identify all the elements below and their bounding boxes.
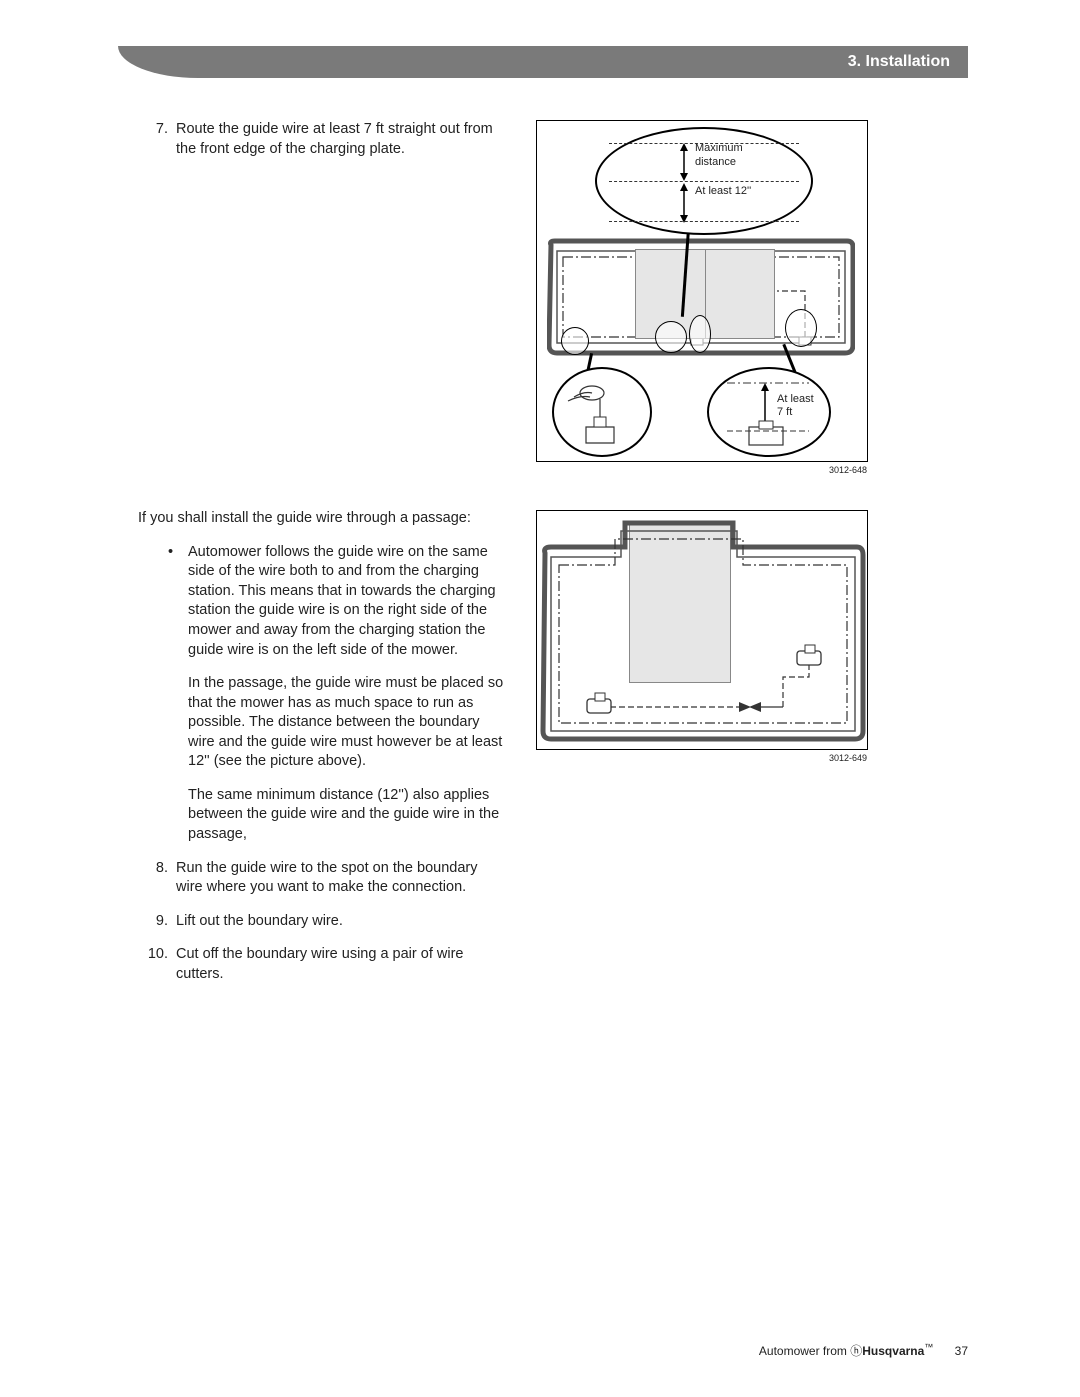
husqvarna-logo-icon: ⓗ: [850, 1344, 862, 1358]
label: 7 ft: [777, 406, 814, 419]
callout-text: Maximum distance At least 12'': [695, 141, 751, 198]
step-number: 9.: [138, 912, 176, 932]
step-number: 10.: [138, 945, 176, 984]
figure-id: 3012-648: [829, 465, 867, 475]
step-text: Run the guide wire to the spot on the bo…: [176, 859, 508, 898]
step-text: Cut off the boundary wire using a pair o…: [176, 945, 508, 984]
callout-text: At least 7 ft: [777, 393, 814, 419]
passage-intro: If you shall install the guide wire thro…: [138, 509, 508, 529]
detail-circle: [689, 315, 711, 353]
bullet-dot: •: [168, 543, 188, 660]
label: Maximum: [695, 141, 751, 155]
label: At least: [777, 393, 814, 406]
step-number: 8.: [138, 859, 176, 898]
text-column: 7. Route the guide wire at least 7 ft st…: [138, 120, 508, 998]
bullet-paragraph: In the passage, the guide wire must be p…: [188, 674, 508, 772]
step-number: 7.: [138, 120, 176, 159]
footer-brand: Husqvarna: [862, 1344, 924, 1358]
bullet-item: • Automower follows the guide wire on th…: [168, 543, 508, 660]
charging-station-icon: [587, 693, 611, 713]
callout-station-detail: [552, 367, 652, 457]
step-9: 9. Lift out the boundary wire.: [138, 912, 508, 932]
header-title: 3. Installation: [848, 53, 950, 71]
step-8: 8. Run the guide wire to the spot on the…: [138, 859, 508, 898]
trademark: ™: [924, 1342, 933, 1352]
figure-1: Maximum distance At least 12'' At least: [536, 120, 868, 462]
step-7: 7. Route the guide wire at least 7 ft st…: [138, 120, 508, 159]
callout-7ft: At least 7 ft: [707, 367, 831, 457]
bullet-paragraph: The same minimum distance (12'') also ap…: [188, 786, 508, 845]
detail-circle: [561, 327, 589, 355]
bullet-text: Automower follows the guide wire on the …: [188, 543, 508, 660]
dimension-arrow-icon: [679, 143, 689, 223]
page-header: 3. Installation: [118, 46, 968, 78]
station-icon: [554, 369, 650, 455]
figure-2: 3012-649: [536, 510, 868, 750]
detail-circle: [785, 309, 817, 347]
page-number: 37: [955, 1344, 968, 1358]
detail-circle: [655, 321, 687, 353]
step-10: 10. Cut off the boundary wire using a pa…: [138, 945, 508, 984]
callout-max-distance: Maximum distance At least 12'': [595, 127, 813, 235]
step-text: Lift out the boundary wire.: [176, 912, 508, 932]
label: At least 12'': [695, 184, 751, 198]
step-text: Route the guide wire at least 7 ft strai…: [176, 120, 508, 159]
passage-diagram: [537, 511, 867, 749]
footer-prefix: Automower from: [759, 1344, 850, 1358]
page-footer: Automower from ⓗHusqvarna™ 37: [759, 1342, 968, 1359]
label: distance: [695, 155, 751, 169]
figure-id: 3012-649: [829, 753, 867, 763]
charging-station-icon: [797, 645, 821, 665]
